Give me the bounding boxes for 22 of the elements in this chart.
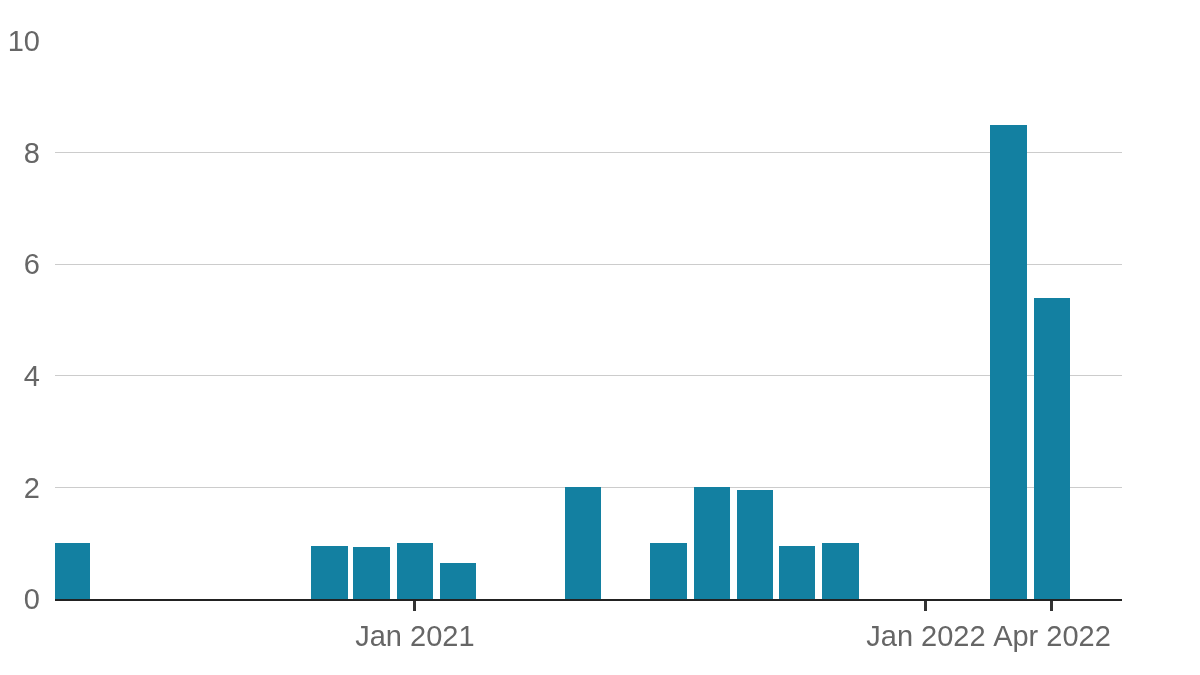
bar xyxy=(311,546,348,599)
bar xyxy=(822,543,859,599)
y-tick-label: 0 xyxy=(23,583,40,616)
bar xyxy=(1034,298,1070,599)
bar xyxy=(397,543,433,599)
bar xyxy=(440,563,476,599)
bar xyxy=(737,490,773,599)
y-tick-label: 4 xyxy=(23,359,40,392)
x-tick-label: Jan 2021 xyxy=(355,619,475,652)
y-tick-label: 6 xyxy=(23,248,40,281)
y-tick-label: 10 xyxy=(7,25,40,58)
bar xyxy=(565,487,601,599)
x-tick-label: Apr 2022 xyxy=(993,619,1111,652)
bar xyxy=(779,546,815,599)
bar xyxy=(650,543,687,599)
bar xyxy=(353,547,390,599)
bar xyxy=(55,543,90,599)
bar xyxy=(694,487,730,599)
bar xyxy=(990,125,1027,599)
y-tick-label: 8 xyxy=(23,136,40,169)
x-tick-label: Jan 2022 xyxy=(866,619,986,652)
y-tick-label: 2 xyxy=(23,471,40,504)
